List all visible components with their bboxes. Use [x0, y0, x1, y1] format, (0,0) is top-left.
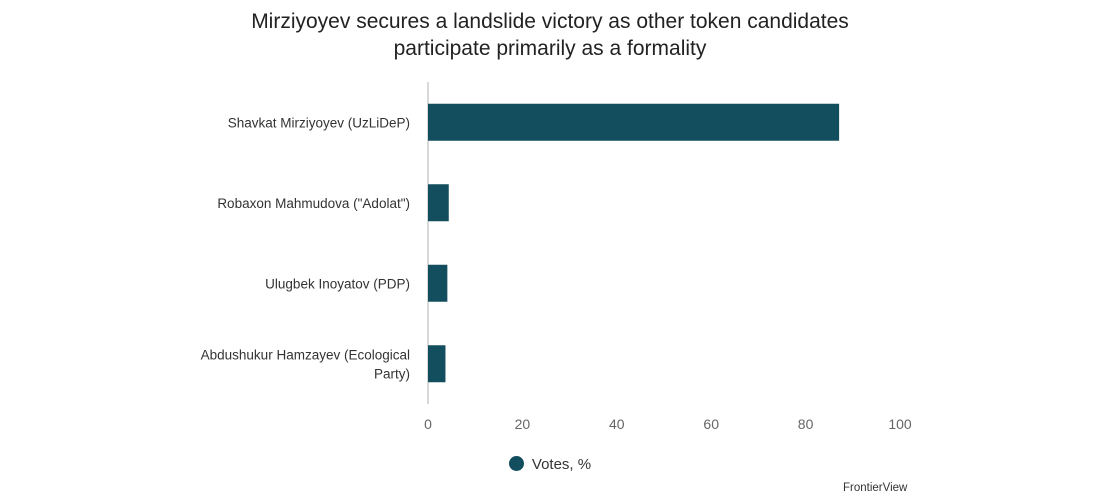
- chart-title: Mirziyoyev secures a landslide victory a…: [0, 8, 1100, 62]
- category-label-line: Robaxon Mahmudova ("Adolat"): [217, 196, 410, 211]
- category-label-3: Ulugbek Inoyatov (PDP): [265, 276, 410, 291]
- category-label-line: Ulugbek Inoyatov (PDP): [265, 276, 410, 291]
- x-tick-label-0: 0: [424, 416, 432, 432]
- bar-2[interactable]: [428, 184, 449, 222]
- bar-1[interactable]: [428, 103, 840, 141]
- category-label-line: Abdushukur Hamzayev (Ecological: [201, 347, 410, 362]
- x-tick-label-100: 100: [888, 416, 912, 432]
- x-tick-label-80: 80: [798, 416, 814, 432]
- chart-title-line-1: Mirziyoyev secures a landslide victory a…: [251, 10, 849, 33]
- legend-label: Votes, %: [531, 456, 592, 473]
- legend-swatch: [508, 456, 524, 471]
- x-tick-label-40: 40: [609, 416, 625, 432]
- bar-3[interactable]: [428, 264, 448, 302]
- category-label-1: Shavkat Mirziyoyev (UzLiDeP): [228, 115, 410, 130]
- x-tick-label-60: 60: [703, 416, 719, 432]
- legend[interactable]: Votes, %: [0, 456, 1100, 473]
- bar-4[interactable]: [428, 345, 446, 383]
- category-label-4: Abdushukur Hamzayev (Ecological Party): [201, 347, 410, 381]
- source-credit: FrontierView: [843, 482, 908, 494]
- x-tick-label-20: 20: [515, 416, 531, 432]
- chart-title-line-2: participate primarily as a formality: [393, 37, 707, 60]
- category-label-2: Robaxon Mahmudova ("Adolat"): [217, 196, 410, 211]
- category-label-line: Shavkat Mirziyoyev (UzLiDeP): [228, 115, 410, 130]
- category-label-line: Party): [374, 366, 410, 381]
